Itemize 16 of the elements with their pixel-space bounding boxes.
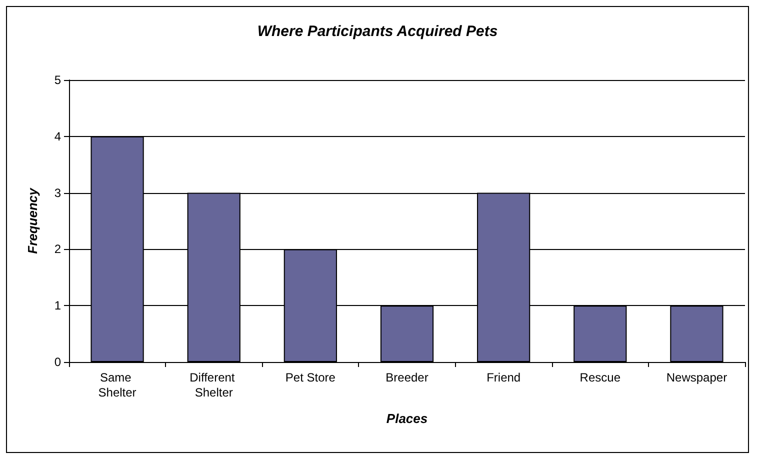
y-tick-label: 2 (54, 242, 62, 256)
y-tick-label: 0 (54, 355, 62, 369)
x-axis-title: Places (386, 411, 428, 426)
y-tick-label: 5 (54, 73, 62, 87)
x-tick-label: Breeder (386, 370, 428, 384)
x-tick-label: Rescue (580, 370, 621, 384)
y-tick-label: 3 (54, 186, 62, 200)
x-tick-label: Newspaper (666, 370, 728, 384)
x-tick-label: Friend (486, 370, 521, 384)
x-tick-label: Different Shelter (190, 370, 238, 400)
x-tick-label: Same Shelter (98, 370, 136, 400)
chart-title: Where Participants Acquired Pets (257, 23, 498, 40)
x-tick-label: Pet Store (285, 370, 336, 384)
y-tick-label: 1 (54, 298, 62, 313)
y-axis-title: Frequency (25, 187, 40, 254)
y-tick-label: 4 (54, 129, 62, 144)
